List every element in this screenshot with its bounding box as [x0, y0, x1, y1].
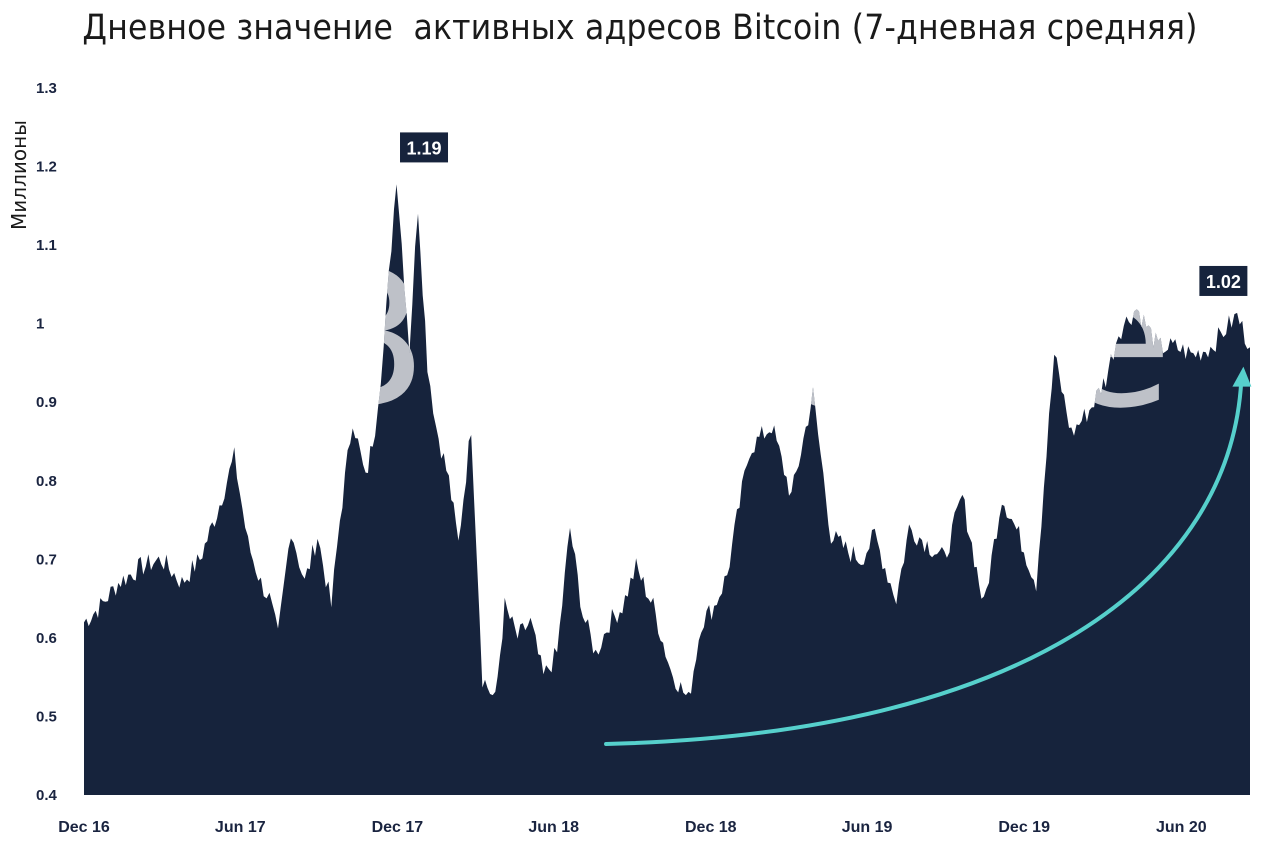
y-tick-labels: 0.4 0.5 0.6 0.7 0.8 0.9 1 1.1 1.2 1.3 — [36, 80, 58, 804]
y-tick-label: 0.8 — [36, 473, 57, 490]
annotation-box — [400, 132, 449, 163]
y-tick-label: 1.2 — [36, 159, 57, 176]
y-tick-label: 1.1 — [36, 237, 57, 254]
x-tick-label: Dec 17 — [372, 819, 424, 836]
y-tick-label: 1 — [36, 316, 44, 333]
x-tick-label: Jun 19 — [842, 819, 893, 836]
y-tick-label: 0.9 — [36, 394, 57, 411]
watermark-text: @BitOracle — [107, 229, 1173, 450]
annotation-label: 1.02 — [1206, 272, 1241, 292]
x-tick-labels: Dec 16 Jun 17 Dec 17 Jun 18 Dec 18 Jun 19 Dec … — [58, 819, 1207, 836]
y-tick-label: 1.3 — [36, 80, 57, 97]
x-tick-label: Jun 17 — [215, 819, 266, 836]
x-tick-label: Jun 18 — [528, 819, 579, 836]
y-tick-label: 0.6 — [36, 630, 57, 647]
chart-title: Дневное значение активных адресов Bitcoi… — [82, 8, 1198, 48]
trend-arrowhead-icon — [1232, 366, 1252, 387]
annotation-box — [1199, 265, 1248, 296]
y-axis-label-group: Миллионы — [7, 120, 31, 230]
x-tick-label: Jun 20 — [1156, 819, 1207, 836]
active-addresses-area — [84, 184, 1250, 796]
y-axis-label: Миллионы — [7, 120, 31, 230]
trend-arrow — [604, 376, 1244, 746]
x-tick-label: Dec 18 — [685, 819, 737, 836]
annotation-label: 1.19 — [406, 138, 441, 158]
x-tick-label: Dec 19 — [998, 819, 1050, 836]
y-tick-label: 0.4 — [36, 787, 58, 804]
annotation-callouts: 1.19 1.02 — [400, 132, 1248, 296]
y-tick-label: 0.5 — [36, 708, 57, 725]
y-tick-label: 0.7 — [36, 551, 57, 568]
x-tick-label: Dec 16 — [58, 819, 110, 836]
